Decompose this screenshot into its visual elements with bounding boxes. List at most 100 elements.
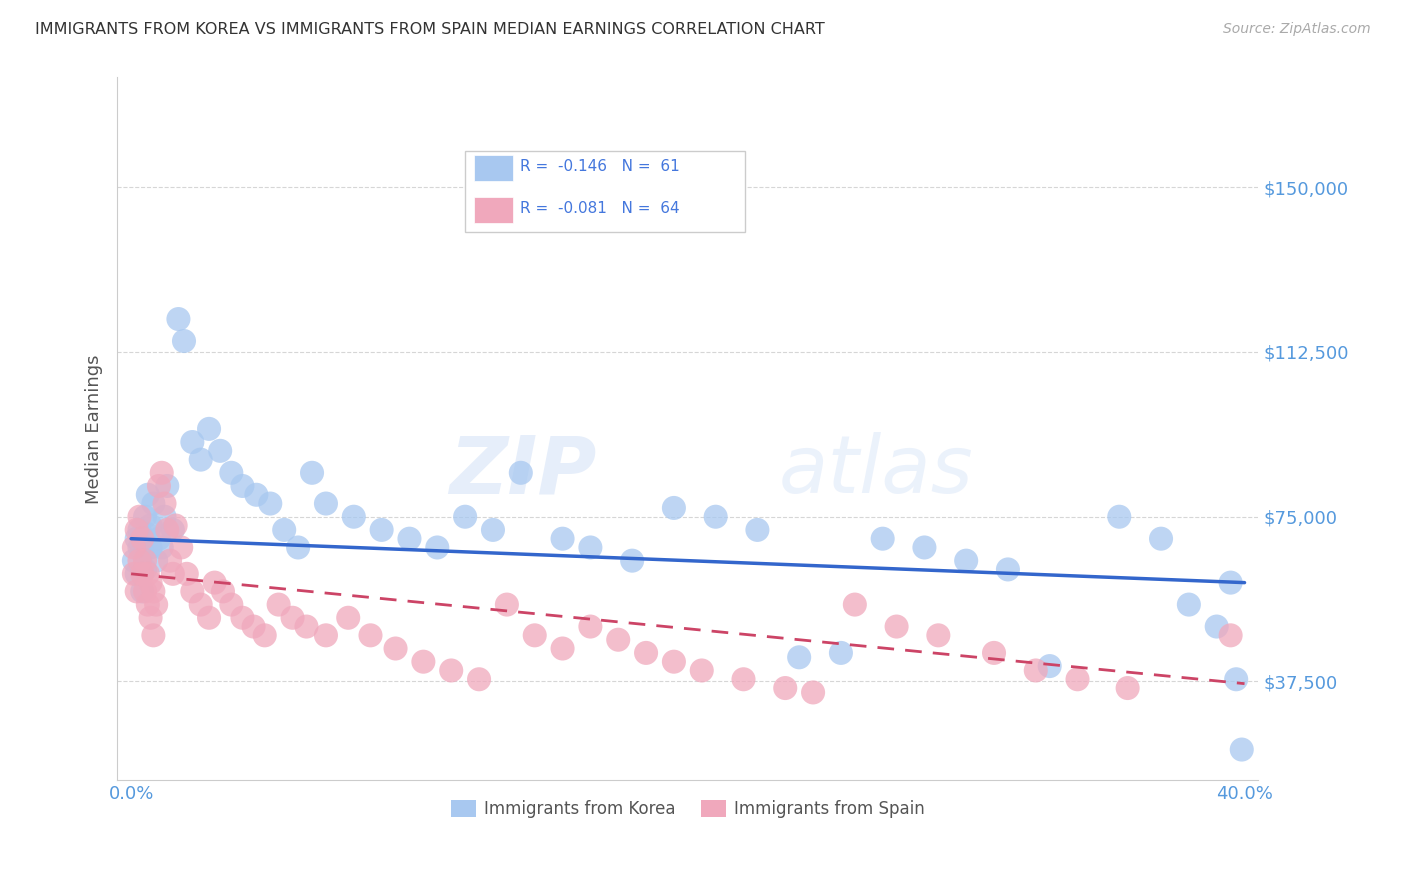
Point [136,566,159,581]
Point [773,681,796,695]
Point [997,562,1019,576]
Point [122,566,145,581]
Point [1219,628,1241,642]
Point [912,541,935,555]
Point [301,466,323,480]
Text: ZIP: ZIP [449,432,596,510]
Point [1066,673,1088,687]
Point [287,541,309,555]
Point [198,422,221,436]
FancyBboxPatch shape [474,154,513,181]
Point [128,554,150,568]
Text: R =  -0.081   N =  64: R = -0.081 N = 64 [520,202,679,217]
Point [125,566,148,581]
Y-axis label: Median Earnings: Median Earnings [86,354,103,504]
Point [122,541,145,555]
Point [148,532,170,546]
Point [190,598,212,612]
Point [551,532,574,546]
Point [142,497,165,511]
Point [509,466,531,480]
Point [983,646,1005,660]
Point [704,509,727,524]
Point [830,646,852,660]
Point [153,509,176,524]
Point [131,566,153,581]
Point [128,509,150,524]
Point [281,611,304,625]
Point [128,541,150,555]
Point [153,497,176,511]
Point [259,497,281,511]
Text: IMMIGRANTS FROM KOREA VS IMMIGRANTS FROM SPAIN MEDIAN EARNINGS CORRELATION CHART: IMMIGRANTS FROM KOREA VS IMMIGRANTS FROM… [35,22,825,37]
Point [747,523,769,537]
Point [139,541,162,555]
Point [360,628,382,642]
Text: R =  -0.146   N =  61: R = -0.146 N = 61 [520,159,681,174]
Point [231,479,253,493]
Point [181,435,204,450]
Point [134,584,156,599]
Point [343,509,366,524]
Point [162,566,184,581]
Point [315,497,337,511]
Point [156,523,179,537]
Point [253,628,276,642]
Point [150,541,173,555]
Point [398,532,420,546]
Point [209,443,232,458]
Point [579,541,602,555]
Point [139,611,162,625]
Point [125,584,148,599]
Point [134,554,156,568]
Point [1178,598,1201,612]
Point [1039,659,1062,673]
Point [370,523,392,537]
Point [662,655,685,669]
Point [148,479,170,493]
Point [384,641,406,656]
Point [176,566,198,581]
Point [523,628,546,642]
Point [198,611,221,625]
Point [145,554,167,568]
Point [662,500,685,515]
Point [315,628,337,642]
Point [125,523,148,537]
Point [221,466,243,480]
Point [787,650,810,665]
Point [165,518,187,533]
Point [131,532,153,546]
Point [136,598,159,612]
Point [170,541,193,555]
Point [150,466,173,480]
Point [267,598,290,612]
Point [173,334,195,348]
Point [337,611,360,625]
Point [142,584,165,599]
Point [125,532,148,546]
FancyBboxPatch shape [474,197,513,223]
Point [131,584,153,599]
Point [128,523,150,537]
Point [139,518,162,533]
Point [295,619,318,633]
Point [440,664,463,678]
Point [844,598,866,612]
Point [579,619,602,633]
Point [454,509,477,524]
Point [162,523,184,537]
Point [204,575,226,590]
Point [496,598,519,612]
Point [221,598,243,612]
Point [886,619,908,633]
Point [607,632,630,647]
Point [426,541,449,555]
Point [801,685,824,699]
Point [190,452,212,467]
Point [131,545,153,559]
Point [1225,673,1247,687]
Point [1108,509,1130,524]
Point [1230,742,1253,756]
Point [1116,681,1139,695]
